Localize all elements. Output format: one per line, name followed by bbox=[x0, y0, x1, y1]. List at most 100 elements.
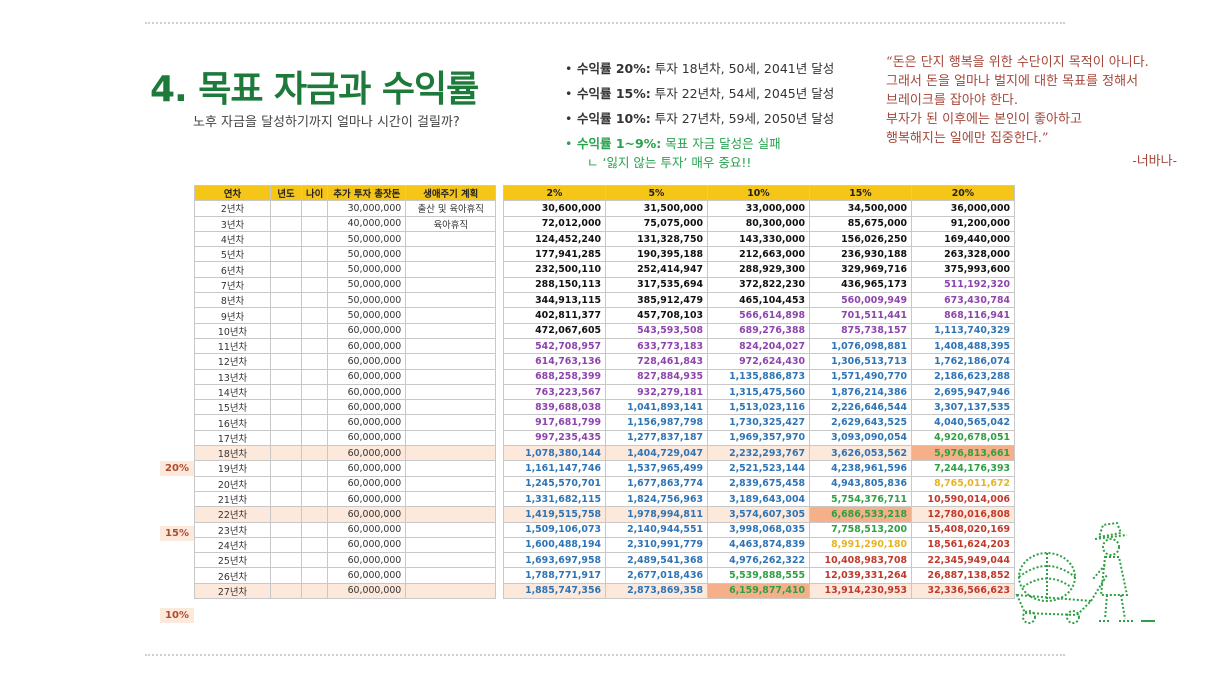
amount-cell: 60,000,000 bbox=[327, 322, 407, 339]
amount-cell: 60,000,000 bbox=[327, 383, 407, 401]
table-row: 16년차 60,000,000 bbox=[194, 414, 497, 431]
table-row: 17년차 60,000,000 bbox=[194, 429, 497, 447]
balance-cell: 10,590,014,006 bbox=[911, 490, 1015, 508]
balance-cell: 75,075,000 bbox=[605, 215, 708, 232]
balance-cell: 1,135,886,873 bbox=[707, 368, 810, 385]
plan-cell bbox=[405, 567, 497, 584]
table-row: 72,012,000 75,075,000 80,300,000 85,675,000… bbox=[503, 215, 1015, 232]
balance-cell: 34,500,000 bbox=[809, 200, 912, 217]
table-row: 917,681,799 1,156,987,798 1,730,325,427 2,6… bbox=[503, 414, 1015, 431]
quote-line: 행복해지는 일에만 집중한다.” bbox=[886, 131, 1049, 146]
balance-cell: 2,140,944,551 bbox=[605, 521, 708, 538]
year-cell: 14년차 bbox=[194, 383, 271, 401]
target-marker: 15% bbox=[160, 526, 194, 542]
balance-cell: 1,041,893,141 bbox=[605, 399, 708, 416]
balance-cell: 2,489,541,368 bbox=[605, 552, 708, 569]
year-cell: 11년차 bbox=[194, 337, 271, 355]
page-title: 4. 목표 자금과 수익률 bbox=[150, 69, 479, 110]
balance-cell: 12,039,331,264 bbox=[809, 567, 912, 584]
balance-cell: 932,279,181 bbox=[605, 383, 708, 401]
plan-cell bbox=[405, 246, 497, 263]
amount-cell: 50,000,000 bbox=[327, 261, 407, 278]
table-row: 12년차 60,000,000 bbox=[194, 353, 497, 370]
balance-cell: 5,539,888,555 bbox=[707, 567, 810, 584]
amount-cell: 50,000,000 bbox=[327, 276, 407, 294]
table-row: 1,509,106,073 2,140,944,551 3,998,068,035 7… bbox=[503, 521, 1015, 538]
year-cell: 22년차 bbox=[194, 506, 271, 523]
age-cell bbox=[300, 536, 329, 554]
balance-cell: 402,811,377 bbox=[503, 307, 606, 324]
table-row: 8년차 50,000,000 bbox=[194, 292, 497, 309]
age-cell bbox=[300, 429, 329, 447]
amount-cell: 60,000,000 bbox=[327, 506, 407, 523]
balance-cell: 13,914,230,953 bbox=[809, 582, 912, 600]
year-cell: 2년차 bbox=[194, 200, 271, 217]
balance-cell: 3,574,607,305 bbox=[707, 506, 810, 523]
table-row: 344,913,115 385,912,479 465,104,453 560,009… bbox=[503, 292, 1015, 309]
plan-cell bbox=[405, 322, 497, 339]
balance-cell: 4,463,874,839 bbox=[707, 536, 810, 554]
balance-cell: 143,330,000 bbox=[707, 230, 810, 248]
year-cell: 9년차 bbox=[194, 307, 271, 324]
balance-cell: 2,839,675,458 bbox=[707, 475, 810, 492]
table-row: 5년차 50,000,000 bbox=[194, 246, 497, 263]
year-cell: 25년차 bbox=[194, 552, 271, 569]
target-marker: 10% bbox=[160, 607, 194, 623]
balance-cell: 1,509,106,073 bbox=[503, 521, 606, 538]
calendar-year-cell bbox=[270, 567, 302, 584]
balance-cell: 1,824,756,963 bbox=[605, 490, 708, 508]
balance-cell: 457,708,103 bbox=[605, 307, 708, 324]
table-row: 24년차 60,000,000 bbox=[194, 536, 497, 554]
calendar-year-cell bbox=[270, 307, 302, 324]
age-cell bbox=[300, 399, 329, 416]
balance-cell: 177,941,285 bbox=[503, 246, 606, 263]
plan-cell bbox=[405, 292, 497, 309]
table-row: 11년차 60,000,000 bbox=[194, 337, 497, 355]
plan-cell bbox=[405, 536, 497, 554]
amount-cell: 50,000,000 bbox=[327, 230, 407, 248]
year-cell: 24년차 bbox=[194, 536, 271, 554]
balance-cell: 543,593,508 bbox=[605, 322, 708, 339]
amount-cell: 60,000,000 bbox=[327, 552, 407, 569]
year-cell: 15년차 bbox=[194, 399, 271, 416]
balance-cell: 288,150,113 bbox=[503, 276, 606, 294]
table-row: 1,331,682,115 1,824,756,963 3,189,643,004 5… bbox=[503, 490, 1015, 508]
balance-cell: 1,978,994,811 bbox=[605, 506, 708, 523]
balance-cell: 212,663,000 bbox=[707, 246, 810, 263]
amount-cell: 60,000,000 bbox=[327, 399, 407, 416]
plan-cell bbox=[405, 506, 497, 523]
balance-cell: 26,887,138,852 bbox=[911, 567, 1015, 584]
amount-cell: 60,000,000 bbox=[327, 536, 407, 554]
table-row: 763,223,567 932,279,181 1,315,475,560 1,876… bbox=[503, 383, 1015, 401]
balance-cell: 1,404,729,047 bbox=[605, 445, 708, 462]
col-header-year: 연차 bbox=[194, 184, 271, 202]
year-cell: 17년차 bbox=[194, 429, 271, 447]
balance-cell: 3,307,137,535 bbox=[911, 399, 1015, 416]
amount-cell: 50,000,000 bbox=[327, 246, 407, 263]
balance-cell: 2,521,523,144 bbox=[707, 460, 810, 477]
plan-cell bbox=[405, 230, 497, 248]
col-header-age: 나이 bbox=[300, 184, 329, 202]
balance-cell: 91,200,000 bbox=[911, 215, 1015, 232]
balance-cell: 317,535,694 bbox=[605, 276, 708, 294]
age-cell bbox=[300, 383, 329, 401]
balance-cell: 436,965,173 bbox=[809, 276, 912, 294]
balance-cell: 3,093,090,054 bbox=[809, 429, 912, 447]
balance-cell: 511,192,320 bbox=[911, 276, 1015, 294]
calendar-year-cell bbox=[270, 429, 302, 447]
balance-cell: 2,186,623,288 bbox=[911, 368, 1015, 385]
balance-cell: 614,763,136 bbox=[503, 353, 606, 370]
age-cell bbox=[300, 230, 329, 248]
balance-cell: 2,677,018,436 bbox=[605, 567, 708, 584]
year-cell: 7년차 bbox=[194, 276, 271, 294]
balance-cell: 542,708,957 bbox=[503, 337, 606, 355]
age-cell bbox=[300, 246, 329, 263]
balance-cell: 4,976,262,322 bbox=[707, 552, 810, 569]
balance-cell: 31,500,000 bbox=[605, 200, 708, 217]
balance-cell: 4,238,961,596 bbox=[809, 460, 912, 477]
calendar-year-cell bbox=[270, 292, 302, 309]
age-cell bbox=[300, 460, 329, 477]
balance-cell: 1,408,488,395 bbox=[911, 337, 1015, 355]
balance-cell: 30,600,000 bbox=[503, 200, 606, 217]
calendar-year-cell bbox=[270, 337, 302, 355]
